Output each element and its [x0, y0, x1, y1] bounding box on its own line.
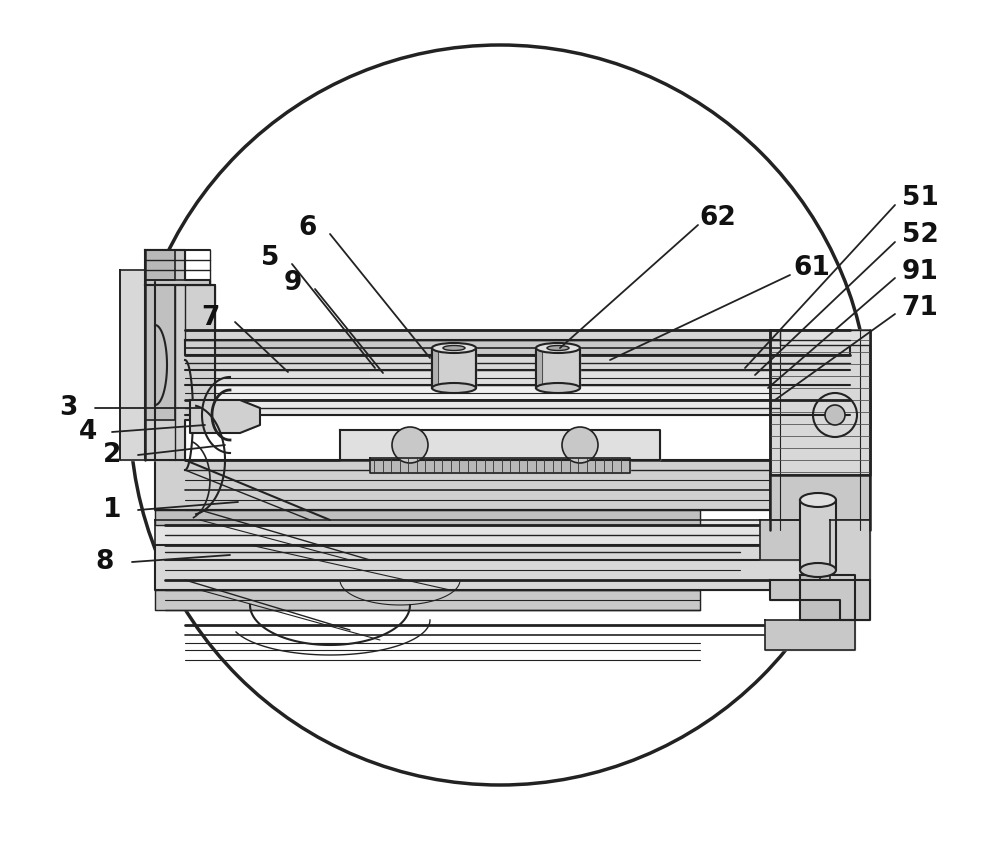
Circle shape [825, 405, 845, 425]
Text: 71: 71 [902, 295, 938, 321]
Text: 9: 9 [284, 270, 302, 296]
Text: 1: 1 [103, 497, 121, 523]
Text: 7: 7 [201, 305, 219, 331]
Polygon shape [155, 510, 700, 525]
Text: 2: 2 [103, 442, 121, 468]
Ellipse shape [432, 343, 476, 353]
Text: 5: 5 [261, 245, 279, 271]
Polygon shape [765, 620, 855, 650]
Polygon shape [340, 430, 660, 460]
Text: 91: 91 [902, 259, 938, 285]
Polygon shape [770, 330, 870, 475]
Ellipse shape [443, 346, 465, 351]
Polygon shape [145, 250, 210, 285]
Polygon shape [780, 330, 870, 345]
Polygon shape [800, 575, 855, 620]
Polygon shape [155, 545, 865, 590]
Polygon shape [190, 400, 260, 433]
Text: 4: 4 [79, 419, 97, 445]
Polygon shape [536, 348, 542, 388]
Circle shape [562, 427, 598, 463]
Text: 61: 61 [794, 255, 830, 281]
Text: 3: 3 [59, 395, 77, 421]
Polygon shape [800, 500, 836, 570]
Polygon shape [155, 460, 865, 510]
Ellipse shape [800, 563, 836, 577]
Polygon shape [432, 348, 438, 388]
Text: 62: 62 [700, 205, 736, 231]
Polygon shape [536, 348, 580, 388]
Polygon shape [185, 340, 850, 355]
Polygon shape [760, 520, 870, 580]
Ellipse shape [536, 343, 580, 353]
Polygon shape [185, 330, 850, 340]
Polygon shape [770, 475, 870, 520]
Polygon shape [170, 385, 850, 400]
Text: 52: 52 [902, 222, 938, 248]
Polygon shape [370, 458, 630, 473]
Polygon shape [830, 520, 870, 580]
Polygon shape [170, 355, 780, 370]
Polygon shape [170, 370, 850, 385]
Ellipse shape [432, 383, 476, 393]
Text: 51: 51 [902, 185, 938, 211]
Circle shape [392, 427, 428, 463]
Ellipse shape [800, 493, 836, 507]
Polygon shape [432, 348, 476, 388]
Text: 8: 8 [96, 549, 114, 575]
Polygon shape [155, 520, 865, 545]
Polygon shape [155, 590, 700, 610]
Polygon shape [145, 285, 175, 420]
Polygon shape [145, 250, 175, 280]
Polygon shape [170, 400, 850, 415]
Text: 6: 6 [299, 215, 317, 241]
Ellipse shape [547, 346, 569, 351]
Polygon shape [145, 285, 215, 460]
Ellipse shape [536, 383, 580, 393]
Polygon shape [770, 580, 870, 620]
Polygon shape [120, 270, 155, 460]
